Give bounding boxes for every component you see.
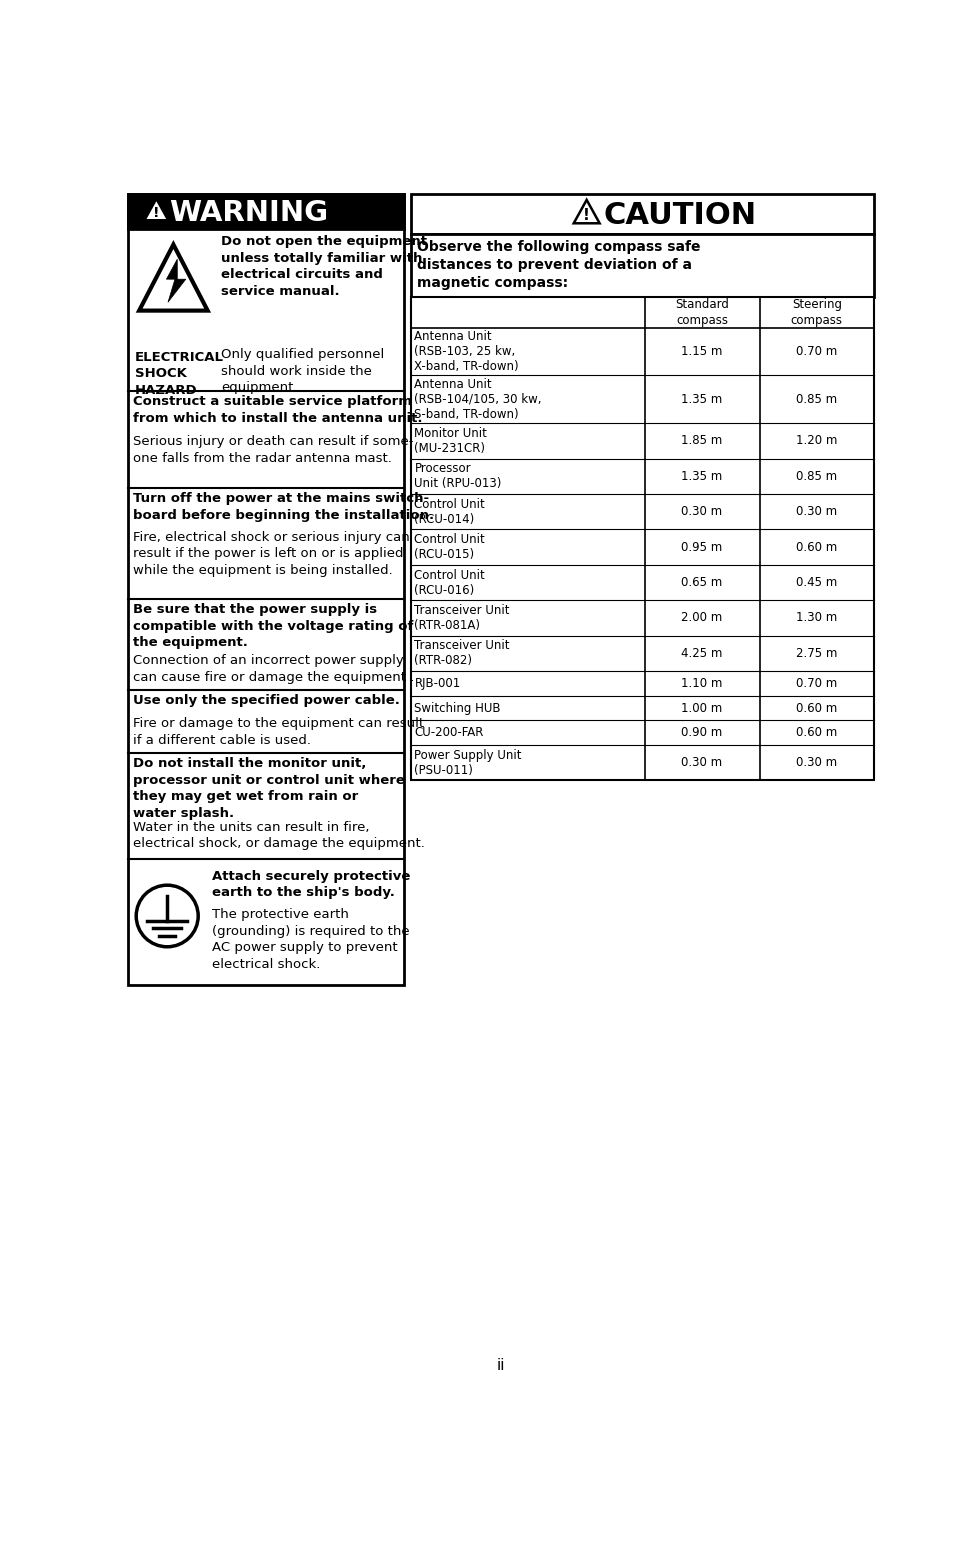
Text: !: ! (582, 208, 589, 224)
Text: Standard
compass: Standard compass (674, 299, 728, 327)
Text: 0.30 m: 0.30 m (795, 756, 836, 769)
Text: Do not install the monitor unit,
processor unit or control unit where
they may g: Do not install the monitor unit, process… (133, 758, 404, 821)
Text: 2.75 m: 2.75 m (795, 647, 836, 660)
Text: Control Unit
(RCU-014): Control Unit (RCU-014) (414, 497, 485, 525)
Text: 2.00 m: 2.00 m (681, 611, 722, 625)
Text: 0.60 m: 0.60 m (795, 541, 836, 553)
Text: 1.30 m: 1.30 m (795, 611, 836, 625)
Text: Turn off the power at the mains switch-
board before beginning the installation.: Turn off the power at the mains switch- … (133, 492, 434, 522)
Text: 4.25 m: 4.25 m (681, 647, 722, 660)
Text: 0.60 m: 0.60 m (795, 702, 836, 714)
Text: 0.90 m: 0.90 m (681, 727, 722, 739)
Text: Connection of an incorrect power supply
can cause fire or damage the equipment .: Connection of an incorrect power supply … (133, 655, 414, 683)
Text: 0.30 m: 0.30 m (681, 756, 722, 769)
Text: The protective earth
(grounding) is required to the
AC power supply to prevent
e: The protective earth (grounding) is requ… (212, 908, 409, 971)
Text: Only qualified personnel
should work inside the
equipment.: Only qualified personnel should work ins… (221, 349, 384, 394)
Text: Transceiver Unit
(RTR-081A): Transceiver Unit (RTR-081A) (414, 603, 509, 631)
Bar (410, 194, 873, 234)
Text: Observe the following compass safe
distances to prevent deviation of a
magnetic : Observe the following compass safe dista… (416, 239, 700, 289)
Text: Antenna Unit
(RSB-103, 25 kw,
X-band, TR-down): Antenna Unit (RSB-103, 25 kw, X-band, TR… (414, 330, 519, 374)
Text: Construct a suitable service platform
from which to install the antenna unit.: Construct a suitable service platform fr… (133, 395, 422, 425)
Text: 0.45 m: 0.45 m (795, 577, 836, 589)
Text: 0.70 m: 0.70 m (795, 677, 836, 689)
Text: 1.35 m: 1.35 m (681, 470, 722, 483)
Text: 1.00 m: 1.00 m (681, 702, 722, 714)
Text: 1.15 m: 1.15 m (681, 345, 722, 358)
Text: 1.10 m: 1.10 m (681, 677, 722, 689)
Text: Attach securely protective
earth to the ship's body.: Attach securely protective earth to the … (212, 869, 410, 899)
Text: Fire, electrical shock or serious injury can
result if the power is left on or i: Fire, electrical shock or serious injury… (133, 531, 409, 577)
Polygon shape (573, 200, 599, 224)
Text: Processor
Unit (RPU-013): Processor Unit (RPU-013) (414, 463, 501, 491)
Bar (128, 194, 404, 985)
Text: 0.60 m: 0.60 m (795, 727, 836, 739)
Text: Monitor Unit
(MU-231CR): Monitor Unit (MU-231CR) (414, 427, 487, 455)
Text: 0.30 m: 0.30 m (681, 505, 722, 519)
Text: Steering
compass: Steering compass (790, 299, 842, 327)
Text: ELECTRICAL
SHOCK
HAZARD: ELECTRICAL SHOCK HAZARD (135, 350, 224, 397)
Bar (410, 297, 873, 780)
Text: 0.30 m: 0.30 m (795, 505, 836, 519)
Polygon shape (139, 244, 207, 311)
Text: Control Unit
(RCU-016): Control Unit (RCU-016) (414, 569, 485, 597)
Text: CAUTION: CAUTION (603, 200, 756, 230)
Polygon shape (166, 259, 186, 302)
Text: WARNING: WARNING (169, 199, 327, 227)
Text: CU-200-FAR: CU-200-FAR (414, 727, 484, 739)
Text: RJB-001: RJB-001 (414, 677, 460, 689)
Text: 1.35 m: 1.35 m (681, 392, 722, 406)
Text: 0.85 m: 0.85 m (795, 392, 836, 406)
Text: Serious injury or death can result if some-
one falls from the radar antenna mas: Serious injury or death can result if so… (133, 436, 413, 466)
Text: ii: ii (496, 1358, 505, 1374)
Text: 0.85 m: 0.85 m (795, 470, 836, 483)
Text: Be sure that the power supply is
compatible with the voltage rating of
the equip: Be sure that the power supply is compati… (133, 603, 413, 649)
Text: Power Supply Unit
(PSU-011): Power Supply Unit (PSU-011) (414, 749, 522, 777)
Text: !: ! (153, 206, 159, 220)
Text: 1.20 m: 1.20 m (795, 435, 836, 447)
Text: Do not open the equipment
unless totally familiar with
electrical circuits and
s: Do not open the equipment unless totally… (221, 236, 427, 299)
Polygon shape (145, 199, 168, 220)
Bar (128, 194, 404, 230)
Text: 1.85 m: 1.85 m (681, 435, 722, 447)
Text: Transceiver Unit
(RTR-082): Transceiver Unit (RTR-082) (414, 639, 509, 667)
Bar (410, 234, 873, 297)
Text: Antenna Unit
(RSB-104/105, 30 kw,
S-band, TR-down): Antenna Unit (RSB-104/105, 30 kw, S-band… (414, 378, 541, 420)
Text: Water in the units can result in fire,
electrical shock, or damage the equipment: Water in the units can result in fire, e… (133, 821, 425, 850)
Text: 0.70 m: 0.70 m (795, 345, 836, 358)
Text: Switching HUB: Switching HUB (414, 702, 500, 714)
Text: Control Unit
(RCU-015): Control Unit (RCU-015) (414, 533, 485, 561)
Text: 0.65 m: 0.65 m (681, 577, 722, 589)
Text: 0.95 m: 0.95 m (681, 541, 722, 553)
Text: Use only the specified power cable.: Use only the specified power cable. (133, 694, 400, 706)
Text: Fire or damage to the equipment can result
if a different cable is used.: Fire or damage to the equipment can resu… (133, 717, 424, 747)
